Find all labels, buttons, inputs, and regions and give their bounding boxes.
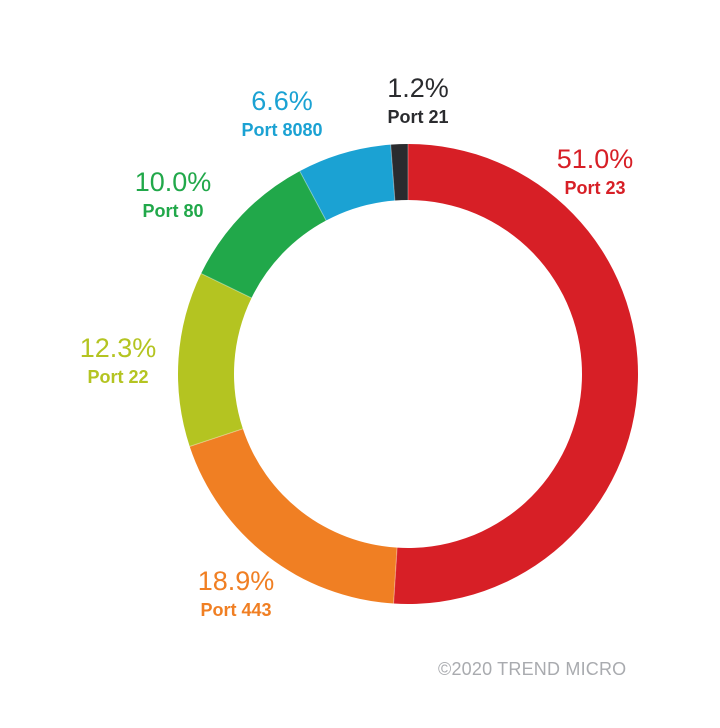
slice-separator <box>200 272 253 299</box>
slice-port-23 <box>393 144 639 605</box>
slice-separator <box>298 169 328 222</box>
category-label-port-21: Port 21 <box>387 107 448 127</box>
category-label-port-23: Port 23 <box>564 178 625 198</box>
slice-separator <box>188 428 244 448</box>
category-label-port-80: Port 80 <box>142 201 203 221</box>
donut-slices <box>177 143 639 605</box>
value-label-port-8080: 6.6% <box>251 86 313 116</box>
category-label-port-22: Port 22 <box>87 367 148 387</box>
value-label-port-80: 10.0% <box>135 167 212 197</box>
copyright-text: ©2020 TREND MICRO <box>438 659 627 679</box>
slice-port-80 <box>201 171 327 298</box>
value-label-port-443: 18.9% <box>198 566 275 596</box>
value-label-port-23: 51.0% <box>557 144 634 174</box>
value-label-port-21: 1.2% <box>387 73 449 103</box>
slice-port-443 <box>189 428 398 604</box>
slice-labels: 51.0% Port 23 18.9% Port 443 12.3% Port 22 10.… <box>80 73 634 620</box>
slice-port-21 <box>390 144 408 201</box>
slice-separator <box>390 143 396 202</box>
slice-port-22 <box>177 273 252 447</box>
category-label-port-443: Port 443 <box>200 600 271 620</box>
category-label-port-8080: Port 8080 <box>241 120 322 140</box>
slice-port-8080 <box>299 144 395 221</box>
value-label-port-22: 12.3% <box>80 333 157 363</box>
slice-separator <box>392 546 398 605</box>
